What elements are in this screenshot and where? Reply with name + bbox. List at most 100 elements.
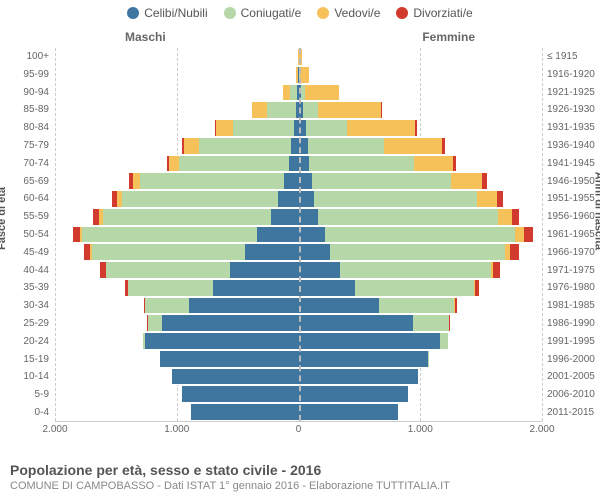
grid-line xyxy=(542,48,543,421)
seg-female-s xyxy=(299,243,331,261)
y-tick-birth: 1961-1965 xyxy=(547,230,600,240)
seg-female-d xyxy=(493,261,500,279)
seg-male-m xyxy=(106,261,230,279)
legend-item: Coniugati/e xyxy=(224,6,302,20)
seg-male-s xyxy=(289,155,299,173)
seg-female-m xyxy=(306,119,347,137)
seg-female-d xyxy=(510,243,519,261)
seg-female-m xyxy=(413,314,450,332)
seg-female-d xyxy=(415,119,417,137)
y-tick-age: 55-59 xyxy=(0,212,49,222)
seg-female-w xyxy=(451,172,483,190)
y-tick-age: 20-24 xyxy=(0,337,49,347)
legend: Celibi/Nubili Coniugati/e Vedovi/e Divorzia… xyxy=(0,0,600,20)
seg-male-s xyxy=(213,279,298,297)
seg-male-m xyxy=(148,314,163,332)
legend-item: Vedovi/e xyxy=(317,6,380,20)
seg-male-s xyxy=(160,350,299,368)
x-tick: 1.000 xyxy=(408,424,433,435)
y-tick-birth: 1991-1995 xyxy=(547,337,600,347)
seg-female-m xyxy=(428,350,429,368)
y-tick-birth: 1926-1930 xyxy=(547,105,600,115)
y-tick-birth: 1916-1920 xyxy=(547,70,600,80)
y-tick-age: 75-79 xyxy=(0,141,49,151)
seg-female-d xyxy=(524,226,534,244)
seg-female-s xyxy=(299,350,428,368)
seg-male-s xyxy=(172,368,299,386)
y-tick-birth: 1986-1990 xyxy=(547,319,600,329)
seg-female-d xyxy=(449,314,450,332)
y-tick-birth: 1936-1940 xyxy=(547,141,600,151)
seg-male-s xyxy=(278,190,299,208)
seg-female-d xyxy=(453,155,456,173)
seg-female-m xyxy=(379,297,454,315)
seg-female-m xyxy=(330,243,505,261)
seg-female-d xyxy=(497,190,503,208)
seg-male-m xyxy=(145,297,189,315)
legend-label: Coniugati/e xyxy=(241,6,302,20)
x-axis: 2.0001.00001.0002.000 xyxy=(55,424,542,438)
seg-male-m xyxy=(82,226,257,244)
seg-male-s xyxy=(145,332,298,350)
seg-male-w xyxy=(133,172,140,190)
seg-male-m xyxy=(199,137,292,155)
seg-female-s xyxy=(299,385,409,403)
seg-male-s xyxy=(284,172,299,190)
y-tick-birth: 1971-1975 xyxy=(547,266,600,276)
seg-male-m xyxy=(233,119,294,137)
seg-female-s xyxy=(299,172,312,190)
y-tick-birth: 2001-2005 xyxy=(547,372,600,382)
y-tick-age: 10-14 xyxy=(0,372,49,382)
seg-male-w xyxy=(169,155,179,173)
seg-female-w xyxy=(515,226,524,244)
seg-female-s xyxy=(299,208,318,226)
seg-female-d xyxy=(482,172,487,190)
seg-female-s xyxy=(299,226,326,244)
seg-female-m xyxy=(308,137,383,155)
legend-item: Celibi/Nubili xyxy=(127,6,207,20)
seg-female-d xyxy=(512,208,519,226)
y-tick-age: 60-64 xyxy=(0,194,49,204)
seg-female-w xyxy=(414,155,453,173)
seg-male-m xyxy=(267,101,296,119)
legend-swatch xyxy=(317,7,329,19)
y-tick-birth: 1981-1985 xyxy=(547,301,600,311)
x-tick: 2.000 xyxy=(529,424,554,435)
seg-male-s xyxy=(230,261,298,279)
y-tick-birth: 1941-1945 xyxy=(547,159,600,169)
seg-male-d xyxy=(84,243,91,261)
legend-label: Vedovi/e xyxy=(334,6,380,20)
footer: Popolazione per età, sesso e stato civil… xyxy=(10,462,590,492)
y-tick-age: 40-44 xyxy=(0,266,49,276)
seg-female-m xyxy=(314,190,477,208)
seg-male-s xyxy=(271,208,299,226)
seg-female-s xyxy=(299,190,315,208)
seg-female-m xyxy=(440,332,449,350)
seg-male-w xyxy=(252,101,267,119)
seg-female-d xyxy=(442,137,444,155)
y-axis-right: ≤ 19151916-19201921-19251926-19301931-19… xyxy=(544,48,600,422)
legend-swatch xyxy=(224,7,236,19)
seg-female-m xyxy=(318,208,498,226)
y-tick-birth: 1976-1980 xyxy=(547,283,600,293)
y-tick-age: 15-19 xyxy=(0,355,49,365)
y-tick-age: 5-9 xyxy=(0,390,49,400)
y-tick-birth: 1996-2000 xyxy=(547,355,600,365)
legend-label: Divorziati/e xyxy=(413,6,472,20)
y-axis-left: 100+95-9990-9485-8980-8475-7970-7465-696… xyxy=(0,48,52,422)
y-tick-birth: 2011-2015 xyxy=(547,408,600,418)
chart-title: Popolazione per età, sesso e stato civil… xyxy=(10,462,590,478)
y-tick-age: 65-69 xyxy=(0,177,49,187)
y-tick-age: 80-84 xyxy=(0,123,49,133)
x-tick: 2.000 xyxy=(42,424,67,435)
seg-female-w xyxy=(305,84,339,102)
seg-female-s xyxy=(299,368,418,386)
y-tick-age: 45-49 xyxy=(0,248,49,258)
legend-label: Celibi/Nubili xyxy=(144,6,207,20)
label-female: Femmine xyxy=(422,30,475,44)
x-tick: 0 xyxy=(296,424,302,435)
y-tick-birth: 1931-1935 xyxy=(547,123,600,133)
seg-male-s xyxy=(291,137,298,155)
seg-female-d xyxy=(455,297,457,315)
seg-female-s xyxy=(299,403,399,421)
